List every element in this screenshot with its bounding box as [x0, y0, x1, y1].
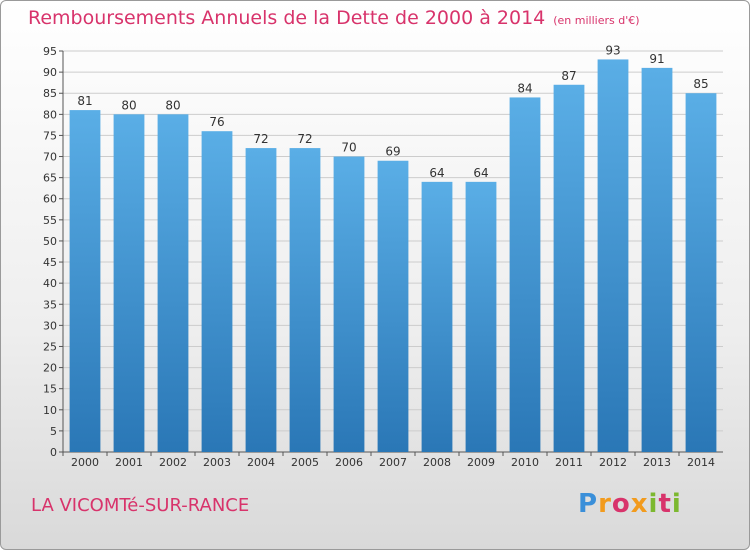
data-label: 70 — [341, 141, 356, 155]
x-tick-label: 2002 — [159, 456, 187, 469]
x-tick-label: 2008 — [423, 456, 451, 469]
x-tick-label: 2005 — [291, 456, 319, 469]
y-tick-label: 25 — [43, 340, 57, 353]
x-tick-label: 2010 — [511, 456, 539, 469]
logo-letter: i — [671, 489, 682, 519]
y-tick-label: 10 — [43, 404, 57, 417]
x-tick-label: 2013 — [643, 456, 671, 469]
logo-letter: x — [630, 489, 649, 519]
data-label: 81 — [77, 94, 92, 108]
bar-2004 — [245, 148, 277, 452]
bar-2009 — [465, 181, 497, 452]
y-tick-label: 15 — [43, 383, 57, 396]
y-tick-label: 55 — [43, 214, 57, 227]
bar-chart: 0 5 10 15 20 25 30 35 40 45 50 55 60 65 70 75 80 85 90 95 81… — [43, 43, 723, 469]
y-tick-label: 85 — [43, 87, 57, 100]
labels: 0 5 10 15 20 25 30 35 40 45 50 55 60 65 70 75 80 85 90 95 81… — [43, 43, 715, 469]
bar-2002 — [157, 114, 189, 452]
bar-2001 — [113, 114, 145, 452]
data-label: 72 — [297, 132, 312, 146]
bar-2007 — [377, 160, 409, 452]
data-label: 80 — [121, 98, 136, 112]
data-label: 85 — [693, 77, 708, 91]
y-tick-label: 40 — [43, 277, 57, 290]
x-tick-label: 2001 — [115, 456, 143, 469]
y-tick-label: 45 — [43, 256, 57, 269]
logo-letter: P — [578, 489, 599, 519]
logo-letter: o — [611, 489, 631, 519]
logo-letter: r — [598, 489, 612, 519]
proxiti-logo: Proxiti — [578, 489, 682, 519]
logo-letter: i — [648, 489, 659, 519]
chart-title: Remboursements Annuels de la Dette de 20… — [28, 7, 640, 29]
y-tick-label: 90 — [43, 66, 57, 79]
bar-2011 — [553, 84, 585, 452]
data-label: 87 — [561, 69, 576, 83]
x-tick-label: 2011 — [555, 456, 583, 469]
data-label: 72 — [253, 132, 268, 146]
x-tick-label: 2009 — [467, 456, 495, 469]
y-tick-label: 20 — [43, 362, 57, 375]
bars — [69, 59, 717, 453]
bar-2014 — [685, 93, 717, 453]
x-tick-label: 2000 — [71, 456, 99, 469]
bar-2008 — [421, 181, 453, 452]
x-tick-label: 2004 — [247, 456, 275, 469]
bar-2003 — [201, 131, 233, 452]
y-tick-label: 30 — [43, 319, 57, 332]
bar-2006 — [333, 156, 365, 453]
data-label: 64 — [473, 166, 488, 180]
x-tick-label: 2007 — [379, 456, 407, 469]
data-label: 76 — [209, 115, 224, 129]
y-tick-label: 0 — [50, 446, 57, 459]
logo-letter: t — [658, 489, 672, 519]
bar-2005 — [289, 148, 321, 452]
x-tick-label: 2012 — [599, 456, 627, 469]
data-label: 93 — [605, 43, 620, 57]
y-tick-label: 35 — [43, 298, 57, 311]
y-tick-label: 50 — [43, 235, 57, 248]
data-label: 64 — [429, 166, 444, 180]
x-tick-label: 2003 — [203, 456, 231, 469]
y-tick-label: 80 — [43, 108, 57, 121]
y-tick-label: 60 — [43, 193, 57, 206]
data-label: 84 — [517, 81, 532, 95]
bar-2000 — [69, 110, 101, 453]
y-tick-label: 65 — [43, 172, 57, 185]
data-label: 80 — [165, 98, 180, 112]
data-label: 69 — [385, 145, 400, 159]
bar-2013 — [641, 67, 673, 452]
title-text: Remboursements Annuels de la Dette de 20… — [28, 7, 546, 29]
bar-2012 — [597, 59, 629, 452]
y-tick-label: 70 — [43, 151, 57, 164]
y-tick-label: 75 — [43, 129, 57, 142]
unit-label: (en milliers d'€) — [553, 14, 640, 27]
y-tick-label: 95 — [43, 45, 57, 58]
y-tick-label: 5 — [50, 425, 57, 438]
data-label: 91 — [649, 52, 664, 66]
city-name: LA VICOMTé-SUR-RANCE — [31, 495, 250, 516]
bar-2010 — [509, 97, 541, 452]
x-tick-label: 2014 — [687, 456, 715, 469]
x-tick-label: 2006 — [335, 456, 363, 469]
